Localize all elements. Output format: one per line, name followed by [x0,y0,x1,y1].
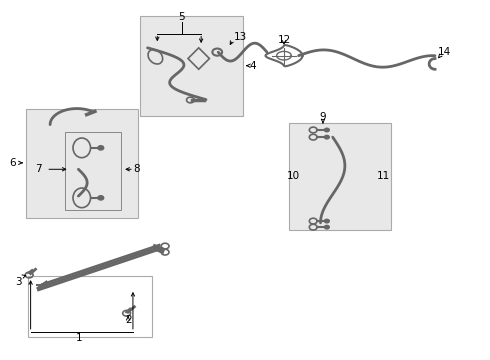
Circle shape [98,196,104,200]
Text: 10: 10 [287,171,300,181]
Text: 11: 11 [377,171,391,181]
Bar [28,276,152,337]
Text: 1: 1 [76,333,83,343]
Bar [289,123,391,230]
Circle shape [324,128,329,132]
Text: 8: 8 [133,164,140,174]
Circle shape [324,135,329,139]
Text: 3: 3 [15,277,22,287]
Circle shape [98,146,104,150]
Circle shape [324,219,329,223]
Text: 13: 13 [234,32,247,42]
Text: 12: 12 [277,35,291,45]
Bar [26,109,138,217]
Bar [65,132,121,210]
Text: 14: 14 [438,47,451,57]
Circle shape [324,225,329,229]
Text: 5: 5 [178,13,185,22]
Text: 9: 9 [319,112,326,122]
Bar [140,16,243,116]
Text: 6: 6 [9,158,15,168]
Text: 7: 7 [35,164,41,174]
Text: 4: 4 [249,61,256,71]
Text: 2: 2 [125,315,131,325]
